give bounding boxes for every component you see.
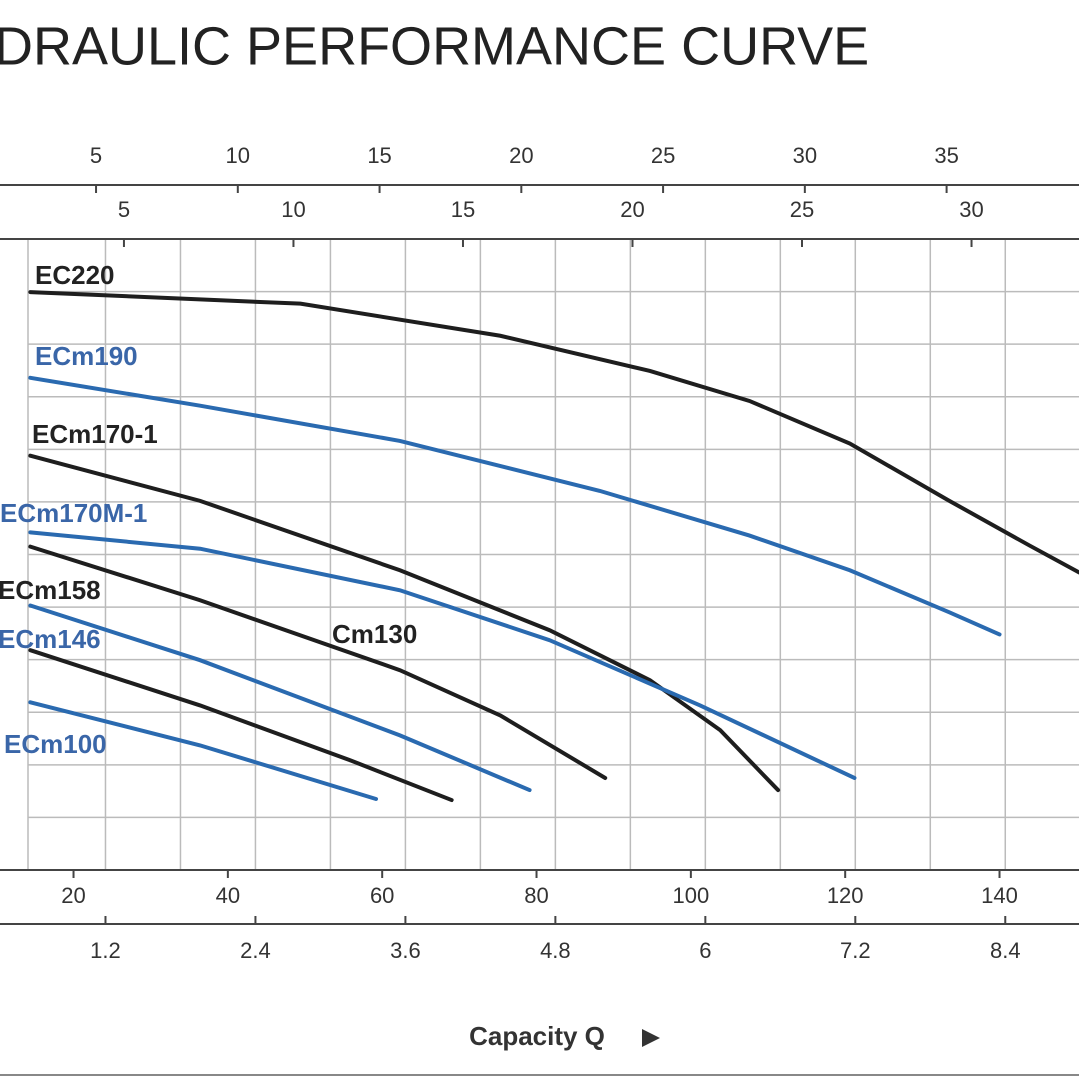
x-tick-label: 140 [981, 883, 1018, 908]
x-tick-label: 15 [451, 197, 475, 222]
series-label: ECm190 [35, 341, 138, 371]
chart-title: DRAULIC PERFORMANCE CURVE [0, 16, 869, 76]
x-tick-label: 3.6 [390, 938, 421, 963]
x-tick-label: 5 [90, 143, 102, 168]
x-tick-label: 15 [367, 143, 391, 168]
series-label: ECm170M-1 [0, 498, 147, 528]
x-tick-label: 2.4 [240, 938, 271, 963]
series-line [28, 603, 532, 793]
series-label: ECm158 [0, 575, 101, 605]
x-tick-label: 1.2 [90, 938, 121, 963]
x-tick-label: 35 [934, 143, 958, 168]
x-tick-label: 5 [118, 197, 130, 222]
x-tick-label: 60 [370, 883, 394, 908]
series-line [28, 700, 379, 802]
x-tick-label: 20 [620, 197, 644, 222]
x-tick-label: 7.2 [840, 938, 871, 963]
series-label: ECm146 [0, 624, 101, 654]
x-axis-title: Capacity Q [469, 1021, 605, 1051]
x-tick-label: 40 [216, 883, 240, 908]
series-line [28, 453, 781, 793]
x-tick-label: 10 [226, 143, 250, 168]
series-label: ECm170-1 [32, 419, 158, 449]
series-line [28, 290, 1079, 575]
series-label: EC220 [35, 260, 115, 290]
x-tick-label: 100 [672, 883, 709, 908]
series-line [28, 648, 454, 803]
x-tick-label: 30 [793, 143, 817, 168]
x-tick-label: 20 [509, 143, 533, 168]
x-tick-label: 120 [827, 883, 864, 908]
series-line [28, 375, 1002, 637]
x-tick-label: 80 [524, 883, 548, 908]
x-tick-label: 20 [61, 883, 85, 908]
x-tick-label: 25 [651, 143, 675, 168]
x-tick-label: 8.4 [990, 938, 1021, 963]
x-tick-label: 10 [281, 197, 305, 222]
series-label: ECm100 [4, 729, 107, 759]
x-tick-label: 30 [959, 197, 983, 222]
series-line [28, 530, 857, 780]
series-label: Cm130 [332, 619, 417, 649]
x-axis-arrow [642, 1029, 660, 1047]
x-tick-label: 6 [699, 938, 711, 963]
series-line [28, 544, 608, 780]
x-tick-label: 25 [790, 197, 814, 222]
x-tick-label: 4.8 [540, 938, 571, 963]
